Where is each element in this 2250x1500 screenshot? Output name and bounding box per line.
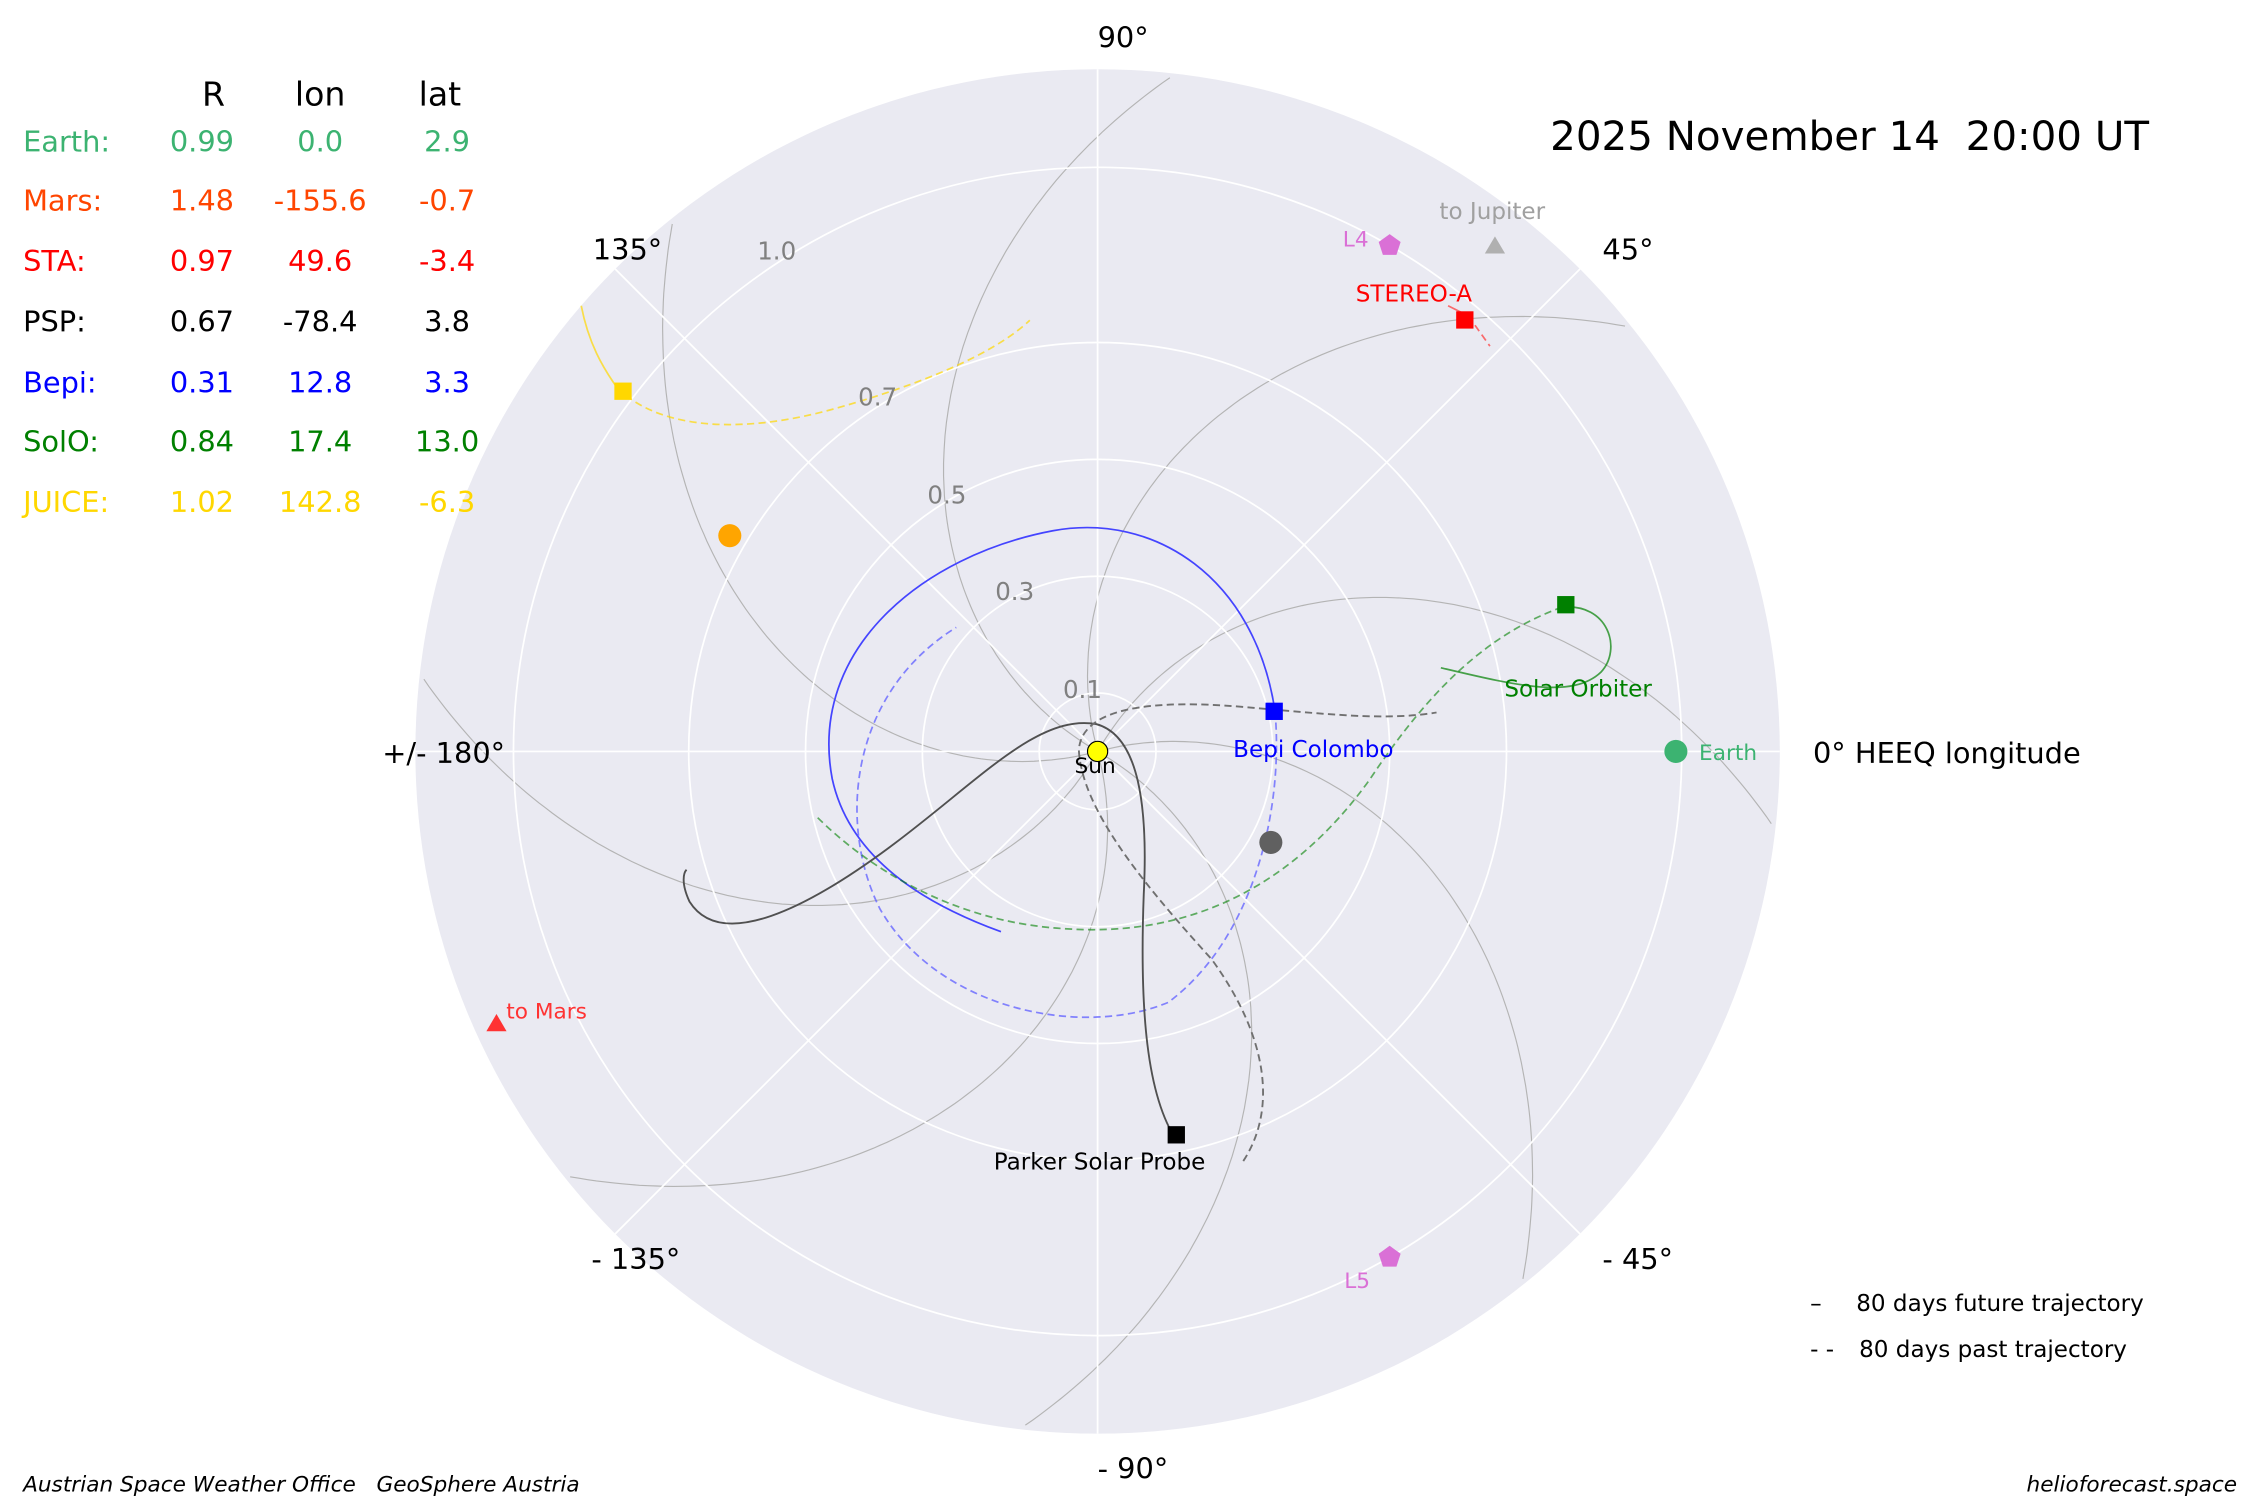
angle-grid-line [1096, 750, 1581, 1235]
parker-spiral-line [662, 223, 1098, 763]
angle-label-0: 0° HEEQ longitude [1813, 736, 2081, 770]
table-cell-object: PSP: [23, 305, 86, 339]
bepi-colombo-label: Bepi Colombo [1233, 737, 1393, 763]
markers [486, 234, 1688, 1267]
table-cell-r: 1.48 [170, 184, 234, 218]
mercury-marker [1259, 830, 1283, 854]
position-table: R lon lat Earth: 0.99 0.0 2.9 Mars: 1.48 -155.… [21, 74, 479, 519]
trajectories [580, 304, 1612, 1162]
l4-marker [1378, 234, 1401, 255]
polar-grid [415, 69, 1780, 1434]
legend-past-marker: - - [1810, 1337, 1834, 1363]
solar-orbiter-label: Solar Orbiter [1504, 677, 1652, 703]
parker-spiral-line [1097, 596, 1772, 825]
table-cell-lat: -0.7 [419, 184, 475, 218]
l4-label: L4 [1343, 228, 1369, 253]
angle-label-minus-90: - 90° [1098, 1451, 1169, 1485]
angle-label-minus-135: - 135° [591, 1242, 680, 1276]
angle-label-minus-45: - 45° [1602, 1242, 1673, 1276]
table-cell-lon: 0.0 [297, 124, 343, 158]
table-header-lon: lon [295, 74, 346, 113]
table-cell-lat: 2.9 [424, 124, 470, 158]
r-tick-0.3: 0.3 [995, 577, 1034, 606]
table-cell-r: 0.99 [170, 124, 234, 158]
table-cell-r: 0.31 [170, 365, 234, 399]
r-tick-0.7: 0.7 [858, 382, 897, 411]
psp-past-trajectory [1077, 703, 1437, 1162]
table-header-r: R [202, 74, 225, 113]
table-cell-lon: 12.8 [288, 365, 352, 399]
parker-spiral-line [570, 751, 1109, 1188]
sta-marker [1456, 311, 1474, 329]
solo-marker [1557, 596, 1575, 614]
angle-grid-line [614, 268, 1099, 753]
table-cell-object: JUICE: [21, 485, 109, 519]
footer-credits: Austrian Space Weather Office GeoSphere … [21, 1472, 580, 1497]
footer-website: helioforecast.space [2027, 1472, 2238, 1497]
legend-future-marker: – [1810, 1291, 1822, 1317]
bepi-past-trajectory [856, 626, 1278, 1019]
table-cell-lon: -155.6 [274, 184, 367, 218]
table-cell-lon: 17.4 [288, 424, 352, 458]
angle-label-45: 45° [1602, 233, 1653, 267]
angle-label-90: 90° [1098, 21, 1149, 55]
r-tick-1.0: 1.0 [757, 237, 796, 266]
sun-label: Sun [1075, 754, 1116, 779]
angle-label-135: 135° [593, 233, 662, 267]
table-cell-lat: 3.3 [424, 365, 470, 399]
parker-spiral-line [1025, 750, 1253, 1426]
mars_dir-marker [486, 1014, 507, 1032]
table-cell-lat: -3.4 [419, 244, 475, 278]
solo-past-trajectory [815, 606, 1563, 931]
jupiter-direction-label: to Jupiter [1439, 199, 1545, 225]
table-cell-lat: 3.8 [424, 305, 470, 339]
parker-solar-probe-label: Parker Solar Probe [994, 1150, 1206, 1176]
angle-label-180: +/- 180° [382, 736, 505, 770]
solo-future-trajectory [1440, 606, 1612, 689]
jupiter_dir-marker [1484, 236, 1506, 254]
table-cell-r: 0.97 [170, 244, 234, 278]
sun-marker [1086, 740, 1109, 763]
table-cell-object: SolO: [23, 424, 99, 458]
table-cell-object: Bepi: [23, 365, 97, 399]
juice-future-trajectory [580, 305, 619, 389]
legend-past-trajectory: 80 days past trajectory [1859, 1337, 2127, 1363]
angle-grid-line [1096, 268, 1581, 753]
table-cell-object: Mars: [23, 184, 102, 218]
earth-marker [1664, 739, 1688, 763]
earth-label: Earth [1699, 741, 1757, 766]
legend-future-trajectory: 80 days future trajectory [1856, 1291, 2144, 1317]
table-cell-lon: 142.8 [279, 485, 362, 519]
table-cell-object: Earth: [23, 124, 110, 158]
angle-grid-line [614, 750, 1099, 1235]
r-tick-0.1: 0.1 [1063, 675, 1102, 704]
parker-spiral-line [942, 77, 1171, 752]
table-cell-lon: -78.4 [283, 305, 358, 339]
table-cell-object: STA: [23, 244, 86, 278]
bepi-future-trajectory [828, 526, 1276, 933]
bepi-marker [1265, 702, 1283, 720]
table-cell-r: 0.84 [170, 424, 234, 458]
mars-direction-label: to Mars [506, 999, 587, 1024]
venus-marker [718, 524, 742, 548]
l5-marker [1378, 1245, 1401, 1267]
parker-spiral-line [1097, 740, 1534, 1279]
table-cell-lon: 49.6 [288, 244, 352, 278]
r-tick-0.5: 0.5 [927, 480, 966, 509]
juice-marker [614, 382, 632, 400]
juice-past-trajectory [616, 319, 1031, 426]
table-cell-lat: -6.3 [419, 485, 475, 519]
table-cell-lat: 13.0 [415, 424, 479, 458]
stereo-a-label: STEREO-A [1356, 281, 1473, 307]
plot-title: 2025 November 14 20:00 UT [1550, 113, 2149, 160]
table-header-lat: lat [419, 74, 462, 113]
l5-label: L5 [1344, 1269, 1370, 1294]
table-cell-r: 1.02 [170, 485, 234, 519]
table-cell-r: 0.67 [170, 305, 234, 339]
psp-marker [1167, 1126, 1185, 1144]
psp-future-trajectory [682, 722, 1178, 1142]
